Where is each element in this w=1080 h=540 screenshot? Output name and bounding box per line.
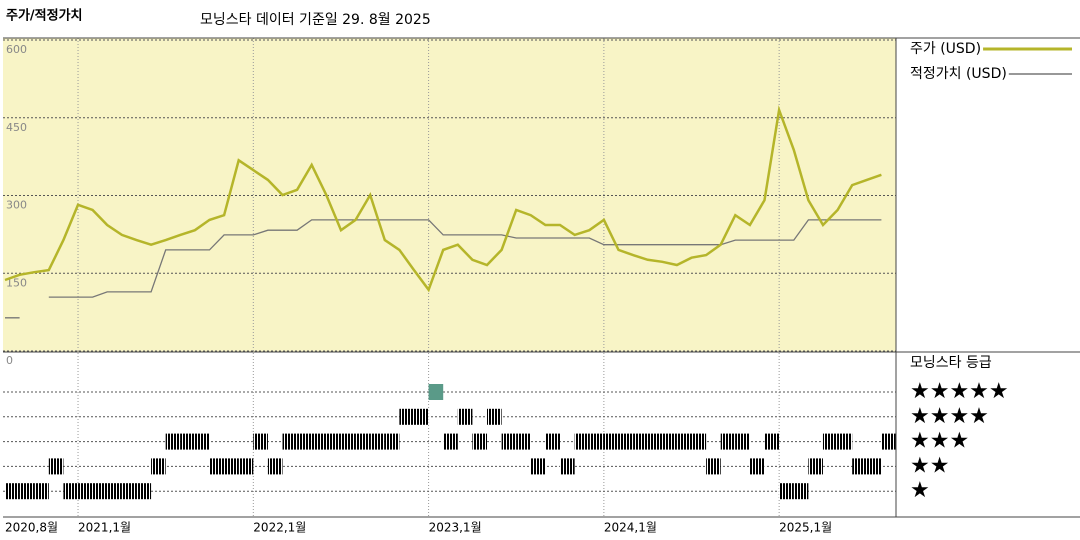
rating-bar	[224, 458, 239, 475]
rating-bar	[443, 433, 458, 450]
rating-bar	[370, 433, 385, 450]
rating-label: ★	[910, 478, 930, 503]
rating-bar	[457, 408, 473, 425]
rating-bar	[560, 458, 575, 475]
rating-bar	[852, 458, 867, 475]
x-tick-label: 2020,8월	[5, 521, 58, 535]
rating-bar	[472, 433, 488, 450]
rating-bar	[501, 433, 517, 450]
rating-bar	[822, 433, 838, 450]
chart-title: 주가/적정가치	[6, 8, 83, 24]
rating-bar	[355, 433, 371, 450]
rating-bar	[34, 483, 49, 500]
grid: 0 150 300 450 600 2020,8월 2021,1월 2022,1월 2023,1…	[3, 38, 896, 535]
rating-bar	[516, 433, 531, 450]
rating-bar	[63, 483, 79, 500]
rating-label: ★★★	[910, 429, 969, 454]
rating-bar	[180, 433, 195, 450]
x-tick-label: 2023,1월	[429, 521, 482, 535]
rating-bar	[194, 433, 210, 450]
rating-bar	[413, 408, 429, 425]
rating-bar	[530, 458, 546, 475]
rating-bar	[633, 433, 648, 450]
rating-bar	[779, 483, 794, 500]
rating-bar	[618, 433, 634, 450]
rating-bar	[151, 458, 166, 475]
y-tick-label: 150	[6, 276, 27, 289]
rating-bar	[136, 483, 152, 500]
rating-bar	[209, 458, 225, 475]
rating-bar	[706, 458, 721, 475]
rating-bar	[647, 433, 663, 450]
rating-bar	[267, 458, 283, 475]
chart-subtitle: 모닝스타 데이터 기준일 29. 8월 2025	[200, 12, 431, 28]
rating-bar	[384, 433, 400, 450]
rating-bar	[121, 483, 137, 500]
rating-bar	[340, 433, 356, 450]
y-tick-label: 0	[6, 354, 13, 367]
rating-bar	[487, 408, 502, 425]
rating-bar	[19, 483, 35, 500]
rating-bar	[764, 433, 780, 450]
rating-bar	[589, 433, 604, 450]
legend-label: 주가 (USD)	[910, 41, 981, 57]
rating-bar	[866, 458, 882, 475]
rating-bar	[297, 433, 312, 450]
rating-bar	[311, 433, 327, 450]
series-line	[5, 219, 882, 319]
rating-bar	[793, 483, 809, 500]
series-line	[4, 105, 882, 293]
rating-label: ★★★★★	[910, 379, 1009, 404]
rating-bar	[837, 433, 853, 450]
rating-bar	[399, 408, 414, 425]
rating-label: ★★★★	[910, 404, 989, 429]
rating-bar	[282, 433, 298, 450]
rating-bar	[428, 384, 444, 400]
rating-bar	[676, 433, 692, 450]
rating-bar	[735, 433, 750, 450]
rating-bar	[48, 458, 64, 475]
x-tick-label: 2025,1월	[779, 521, 832, 535]
rating-bar	[238, 458, 254, 475]
rating-bar	[326, 433, 341, 450]
x-tick-label: 2024,1월	[604, 521, 657, 535]
x-tick-label: 2022,1월	[253, 521, 306, 535]
rating-title: 모닝스타 등급	[910, 355, 992, 371]
rating-bar	[662, 433, 677, 450]
legend-label: 적정가치 (USD)	[910, 66, 1007, 82]
rating-bar	[545, 433, 561, 450]
marks	[4, 105, 896, 500]
rating-bar	[720, 433, 736, 450]
x-tick-label: 2021,1월	[78, 521, 131, 535]
rating-bar	[603, 433, 619, 450]
rating-bar	[574, 433, 590, 450]
rating-bar	[78, 483, 93, 500]
rating-bar	[691, 433, 707, 450]
y-tick-label: 300	[6, 199, 27, 212]
rating-bar	[881, 433, 896, 450]
rating-bar	[808, 458, 823, 475]
y-tick-label: 450	[6, 121, 27, 134]
rating-bar	[5, 483, 20, 500]
rating-bar	[165, 433, 181, 450]
rating-bar	[253, 433, 268, 450]
rating-label: ★★	[910, 453, 949, 478]
rating-bar	[107, 483, 122, 500]
y-tick-label: 600	[6, 43, 27, 56]
rating-bar	[749, 458, 765, 475]
rating-bar	[92, 483, 108, 500]
